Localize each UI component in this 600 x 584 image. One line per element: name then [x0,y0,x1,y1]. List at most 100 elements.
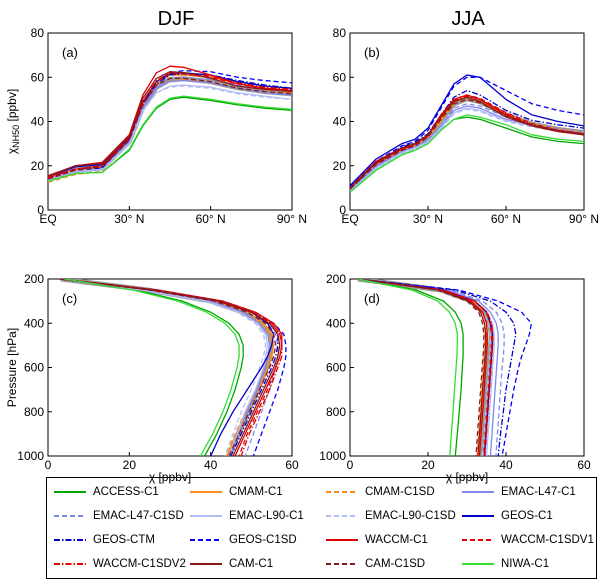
legend-item-waccm-c1: WACCM-C1 [325,531,428,549]
series-line-geos-c1sd [48,69,292,180]
legend-swatch [54,563,86,565]
legend-swatch [462,563,494,565]
y-tick-label: 600 [326,361,346,375]
panel-label: (c) [62,291,77,306]
y-tick-label: 1000 [17,449,44,463]
series-line-waccm-c1sdv1 [357,279,493,456]
y-tick-label: 40 [333,115,347,129]
x-tick-label: EQ [341,212,358,226]
y-tick-label: 60 [333,70,347,84]
series-line-cam-c1sd [350,98,584,190]
series-line-emac-l90-c1 [350,107,584,192]
y-tick-label: 800 [326,405,346,419]
series-line-emac-l90-c1sd [48,85,292,181]
x-tick-label: 60° N [196,212,226,226]
series-line-cam-c1 [48,71,292,177]
legend-label: WACCM-C1 [365,534,428,546]
series-line-geos-ctm [60,279,279,456]
legend-swatch [326,515,358,517]
y-tick-label: 800 [24,405,44,419]
series-line-waccm-c1 [60,279,283,456]
legend-item-cam-c1sd: CAM-C1SD [325,555,425,573]
y-axis-label: χNH50 [ppbv] [5,89,21,154]
series-line-waccm-c1sdv2 [60,279,283,456]
title-djf: DJF [158,8,195,30]
series-line-niwa-c1 [350,114,584,193]
series-line-niwa-c1 [64,279,240,456]
legend-label: EMAC-L90-C1 [229,510,304,522]
legend-item-emac-l47-c1: EMAC-L47-C1 [461,483,576,501]
x-tick-label: 60° N [491,212,521,226]
y-tick-label: 1000 [319,449,346,463]
legend-label: WACCM-C1SDV1 [501,534,594,546]
legend-swatch [326,563,358,565]
plot-frame [349,32,585,211]
legend-item-access-c1: ACCESS-C1 [53,483,159,501]
series-line-cam-c1 [357,279,487,456]
legend: ACCESS-C1 CMAM-C1 CMAM-C1SD EMAC-L47-C1 EMAC… [46,477,597,579]
x-tick-label: 30° N [413,212,443,226]
x-tick-label: 30° N [114,212,144,226]
title-jja: JJA [451,8,485,30]
legend-label: CMAM-C1SD [365,486,435,498]
legend-item-cmam-c1sd: CMAM-C1SD [325,483,435,501]
panel-label: (a) [62,45,78,60]
x-tick-label: 60 [577,458,591,472]
series-line-waccm-c1sdv2 [48,72,292,179]
x-tick-label: 90° N [569,212,599,226]
x-tick-label: 60 [285,458,299,472]
y-tick-label: 80 [333,26,347,40]
panel-label: (b) [364,45,380,60]
series-line-access-c1 [357,279,464,456]
legend-label: GEOS-C1SD [229,534,297,546]
panel-b: 0 20 40 60 80 EQ 30° N 60° N 90° N (b) [333,26,599,226]
x-tick-label: EQ [39,212,56,226]
legend-swatch [326,539,358,541]
legend-label: GEOS-C1 [501,510,553,522]
y-tick-label: 0 [339,203,346,217]
x-tick-label: 90° N [277,212,307,226]
series-line-geos-ctm [350,89,584,189]
legend-item-waccm-c1sdv2: WACCM-C1SDV2 [53,555,186,573]
series-line-geos-ctm [357,279,517,456]
legend-swatch [326,491,358,493]
series-line-emac-l90-c1sd [350,108,584,193]
series-line-cmam-c1 [350,96,584,191]
y-tick-label: 20 [333,159,347,173]
y-tick-label: 200 [24,272,44,286]
legend-label: ACCESS-C1 [93,486,159,498]
legend-label: GEOS-CTM [93,534,155,546]
legend-label: CAM-C1SD [365,558,426,570]
series-line-geos-c1 [48,72,292,178]
multi-model-mean-line [60,279,274,456]
y-tick-label: 60 [31,70,45,84]
series-line-emac-l90-c1 [48,84,292,180]
legend-label: EMAC-L47-C1 [501,486,576,498]
legend-label: WACCM-C1SDV2 [93,558,186,570]
x-tick-label: 40 [499,458,513,472]
legend-item-emac-l47-c1sd: EMAC-L47-C1SD [53,507,184,525]
y-axis-label: Pressure [hPa] [5,328,19,407]
legend-item-emac-l90-c1: EMAC-L90-C1 [189,507,304,525]
legend-swatch [462,491,494,493]
legend-swatch [54,539,86,541]
y-tick-label: 0 [37,203,44,217]
series-line-cam-c1sd [48,77,292,180]
legend-label: EMAC-L47-C1SD [93,510,184,522]
series-line-geos-c1sd [357,279,533,456]
series-line-cam-c1 [60,279,281,456]
x-tick-label: 0 [45,458,52,472]
x-tick-label: 40 [204,458,218,472]
multi-model-mean-line [350,96,584,192]
series-line-geos-c1sd [350,76,584,188]
series-line-cmam-c1sd [350,98,584,192]
legend-swatch [190,515,222,517]
legend-label: NIWA-C1 [501,558,550,570]
legend-item-geos-c1sd: GEOS-C1SD [189,531,297,549]
y-tick-label: 20 [31,159,45,173]
series-line-waccm-c1sdv2 [350,95,584,190]
legend-swatch [190,563,222,565]
legend-item-cmam-c1: CMAM-C1 [189,483,283,501]
legend-swatch [54,515,86,517]
